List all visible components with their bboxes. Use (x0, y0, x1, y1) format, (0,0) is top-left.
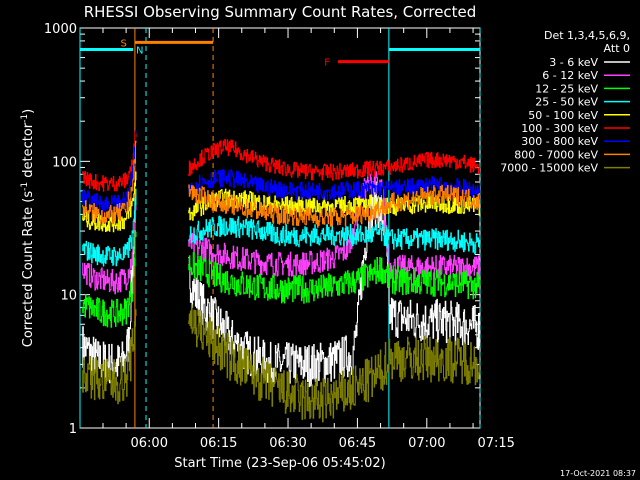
x-axis: 06:00 06:15 06:30 06:45 07:00 07:15 (102, 28, 515, 451)
x-axis-label: Start Time (23-Sep-06 05:45:02) (174, 456, 385, 471)
legend-header-detectors: Det 1,3,4,5,6,9, (544, 29, 630, 42)
series-trace (82, 188, 481, 267)
series-trace (82, 230, 481, 328)
x-tick-label: 06:45 (339, 436, 376, 451)
x-tick-label: 06:30 (269, 436, 306, 451)
series-trace (82, 130, 481, 213)
series-trace (82, 304, 481, 423)
y-axis-label-sup1: -1 (20, 182, 30, 191)
series-group (82, 130, 481, 423)
legend-label: 3 - 6 keV (549, 56, 598, 69)
series-trace (82, 131, 481, 192)
x-tick-label: 07:15 (477, 436, 514, 451)
y-axis-label-part1: Corrected Count Rate (s (21, 191, 36, 348)
flag-label: N (136, 45, 143, 56)
x-tick-label: 06:00 (131, 436, 168, 451)
legend-label: 7000 - 15000 keV (500, 162, 598, 175)
y-axis-label: Corrected Count Rate (s-1 detector-1) (20, 109, 36, 347)
chart-title: RHESSI Observing Summary Count Rates, Co… (84, 3, 477, 21)
series-trace (82, 181, 481, 388)
timestamp: 17-Oct-2021 08:37 (560, 469, 636, 478)
y-axis-label-part2: detector (21, 122, 36, 182)
legend-label: 6 - 12 keV (542, 69, 598, 82)
legend-header-attenuator: Att 0 (604, 42, 630, 55)
y-axis-label-sup2: -1 (20, 114, 30, 123)
x-tick-label: 06:15 (200, 436, 237, 451)
series-trace (82, 140, 481, 228)
flag-bars: SN F (80, 38, 480, 69)
flag-label: S (121, 38, 127, 49)
legend-label: 300 - 800 keV (521, 135, 598, 148)
y-tick-label: 10 (60, 289, 77, 304)
y-tick-label: 1000 (44, 22, 77, 37)
y-tick-label: 1 (69, 422, 77, 437)
legend-label: 12 - 25 keV (535, 82, 598, 95)
legend-label: 800 - 7000 keV (514, 148, 598, 161)
x-tick-label: 07:00 (408, 436, 445, 451)
legend-label: 100 - 300 keV (521, 122, 598, 135)
legend-label: 25 - 50 keV (535, 96, 598, 109)
y-tick-label: 100 (52, 155, 77, 170)
legend-label: 50 - 100 keV (528, 109, 598, 122)
y-axis-label-part3: ) (21, 109, 36, 114)
flag-label: F (324, 58, 330, 69)
